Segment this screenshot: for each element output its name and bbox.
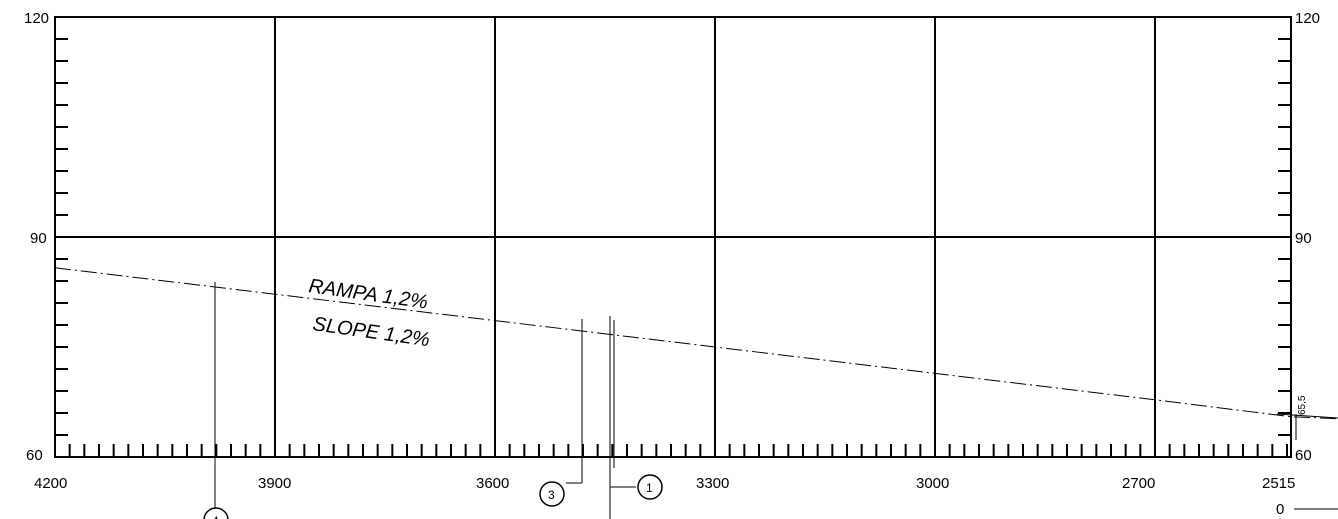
marker-3: 3 — [539, 481, 565, 507]
elevation-label: 65,5 — [1297, 395, 1308, 415]
marker-3-circle — [539, 481, 565, 507]
marker-3-label: 3 — [548, 488, 555, 502]
y-right-label-120: 120 — [1295, 10, 1320, 27]
bottom-axis-ticks — [68, 444, 1288, 457]
marker-4: 4 — [203, 507, 229, 519]
slope-line — [54, 267, 1338, 420]
y-right-label-90: 90 — [1295, 230, 1312, 247]
slope-label-en: SLOPE 1,2% — [311, 313, 431, 351]
x-label-3000: 3000 — [916, 475, 949, 492]
x-label-2700: 2700 — [1122, 475, 1155, 492]
marker-1-label: 1 — [646, 481, 653, 495]
marker-4-label: 4 — [212, 514, 219, 519]
marker-4-circle — [203, 507, 229, 519]
left-axis-ticks — [55, 38, 68, 436]
right-axis-ticks — [1278, 38, 1291, 436]
slope-label-es: RAMPA 1,2% — [307, 275, 429, 313]
y-left-label-60: 60 — [26, 447, 43, 464]
grid-lines — [55, 17, 1291, 457]
y-right-label-60: 60 — [1295, 447, 1312, 464]
x-label-3900: 3900 — [258, 475, 291, 492]
x-label-4200: 4200 — [34, 475, 67, 492]
x-label-3300: 3300 — [696, 475, 729, 492]
y-left-label-120: 120 — [24, 10, 49, 27]
x-label-3600: 3600 — [476, 475, 509, 492]
origin-label: 0 — [1276, 501, 1284, 518]
marker-1-circle — [637, 474, 663, 500]
elevation-leader — [1276, 413, 1338, 419]
x-label-2515: 2515 — [1262, 475, 1295, 492]
marker-1: 1 — [637, 474, 663, 500]
y-left-label-90: 90 — [30, 230, 47, 247]
